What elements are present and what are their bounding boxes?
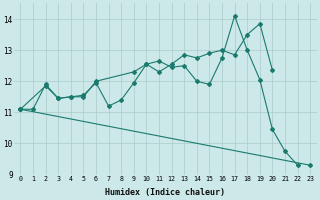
X-axis label: Humidex (Indice chaleur): Humidex (Indice chaleur) xyxy=(105,188,225,197)
